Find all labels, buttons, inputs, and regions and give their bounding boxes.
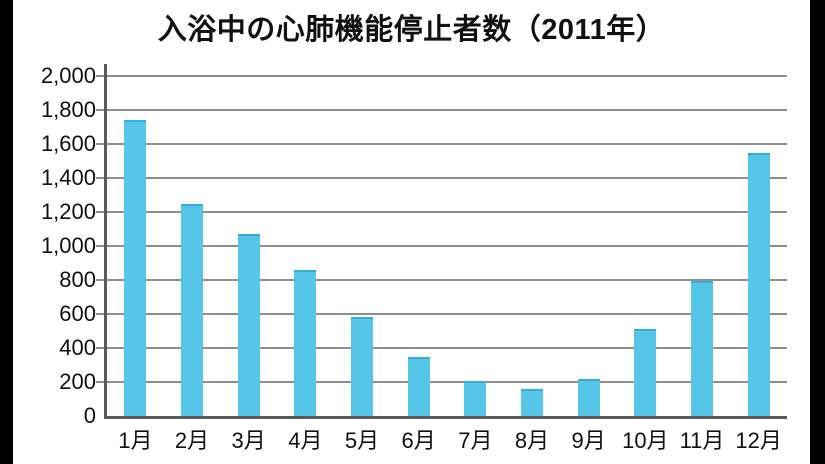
x-axis-label: 11月	[679, 428, 725, 453]
y-axis-tick-label: 2,000	[40, 63, 96, 88]
y-axis-tick-label: 1,400	[40, 165, 96, 190]
letterbox-left	[0, 0, 13, 464]
bar-month-8	[521, 388, 543, 416]
gridline	[107, 75, 787, 77]
y-axis-tick-label: 800	[59, 267, 96, 292]
bar-month-10	[634, 329, 657, 416]
bar-month-4	[294, 269, 317, 416]
bar-month-1	[124, 120, 147, 416]
gridline	[107, 211, 787, 213]
y-axis-tick	[96, 109, 104, 111]
bar-month-2	[181, 204, 203, 416]
gridline	[107, 381, 787, 383]
gridline	[107, 245, 787, 247]
y-axis-line	[104, 64, 107, 419]
y-axis-tick-label: 1,600	[40, 131, 96, 156]
y-axis-tick	[96, 75, 104, 77]
x-axis-label: 10月	[622, 428, 669, 453]
y-axis-tick	[96, 381, 104, 383]
bar-month-9	[577, 379, 600, 416]
gridline	[107, 109, 787, 111]
gridline	[107, 143, 787, 145]
x-axis-label: 3月	[231, 428, 266, 453]
x-axis-label: 5月	[344, 428, 380, 453]
bar-month-7	[464, 381, 487, 416]
y-axis-tick-label: 0	[83, 403, 96, 428]
gridline	[107, 313, 787, 315]
x-axis-label: 6月	[401, 428, 436, 453]
gridline	[107, 279, 787, 281]
gridline	[107, 177, 787, 179]
y-axis-tick	[96, 245, 104, 247]
x-axis-line	[104, 416, 787, 419]
y-axis-tick	[96, 279, 104, 281]
chart-title: 入浴中の心肺機能停止者数（2011年）	[157, 14, 666, 46]
x-axis-label: 2月	[174, 428, 210, 453]
y-axis-tick-label: 200	[59, 369, 96, 394]
bar-month-12	[747, 152, 770, 416]
x-axis-label: 8月	[514, 428, 550, 453]
y-axis-tick-label: 1,800	[40, 97, 96, 122]
y-axis-tick-label: 400	[59, 335, 96, 360]
y-axis-tick	[96, 177, 104, 179]
bar-month-5	[351, 316, 373, 416]
y-axis-tick-label: 600	[59, 301, 96, 326]
y-axis-tick	[96, 143, 104, 145]
bar-month-11	[691, 280, 713, 416]
y-axis-tick-label: 1,000	[40, 233, 96, 258]
x-axis-label: 9月	[571, 428, 606, 453]
y-axis-tick	[96, 211, 104, 213]
y-axis-tick-label: 1,200	[40, 199, 96, 224]
gridline	[107, 347, 787, 349]
letterbox-right	[810, 0, 825, 464]
bar-month-3	[237, 234, 260, 416]
y-axis-tick	[96, 313, 104, 315]
bar-month-6	[407, 356, 430, 416]
x-axis-label: 4月	[288, 428, 323, 453]
x-axis-label: 12月	[735, 428, 782, 453]
x-axis-label: 7月	[458, 428, 493, 453]
y-axis-tick	[96, 347, 104, 349]
x-axis-label: 1月	[118, 428, 153, 453]
